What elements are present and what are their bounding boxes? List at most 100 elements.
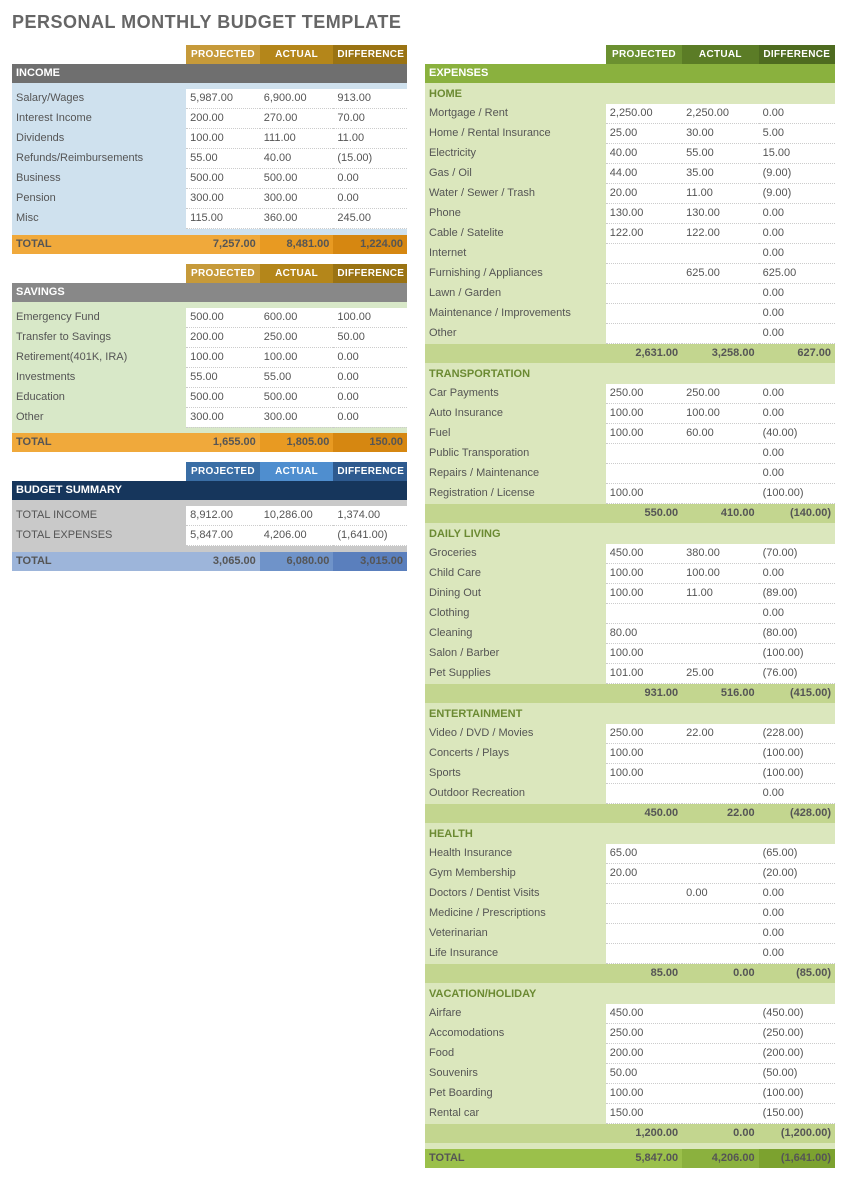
actual-cell[interactable] [682,284,758,304]
projected-cell[interactable]: 130.00 [606,204,682,224]
actual-cell[interactable]: 4,206.00 [260,526,334,546]
actual-cell[interactable] [682,864,758,884]
projected-cell[interactable]: 20.00 [606,864,682,884]
projected-cell[interactable]: 500.00 [186,169,260,189]
actual-cell[interactable] [682,644,758,664]
projected-cell[interactable]: 250.00 [606,1024,682,1044]
actual-cell[interactable]: 250.00 [682,384,758,404]
projected-cell[interactable]: 40.00 [606,144,682,164]
projected-cell[interactable]: 101.00 [606,664,682,684]
projected-cell[interactable]: 450.00 [606,1004,682,1024]
actual-cell[interactable] [682,1084,758,1104]
actual-cell[interactable]: 60.00 [682,424,758,444]
actual-cell[interactable]: 25.00 [682,664,758,684]
actual-cell[interactable]: 300.00 [260,189,334,209]
actual-cell[interactable]: 300.00 [260,407,334,427]
actual-cell[interactable] [682,604,758,624]
projected-cell[interactable]: 100.00 [606,1084,682,1104]
actual-cell[interactable] [682,1004,758,1024]
actual-cell[interactable]: 625.00 [682,264,758,284]
projected-cell[interactable]: 200.00 [186,327,260,347]
projected-cell[interactable]: 300.00 [186,407,260,427]
actual-cell[interactable]: 380.00 [682,544,758,564]
projected-cell[interactable]: 5,987.00 [186,89,260,109]
projected-cell[interactable]: 100.00 [606,644,682,664]
projected-cell[interactable] [606,304,682,324]
actual-cell[interactable]: 500.00 [260,387,334,407]
actual-cell[interactable]: 6,900.00 [260,89,334,109]
actual-cell[interactable]: 500.00 [260,169,334,189]
projected-cell[interactable]: 55.00 [186,367,260,387]
projected-cell[interactable]: 115.00 [186,209,260,229]
actual-cell[interactable] [682,1064,758,1084]
projected-cell[interactable]: 100.00 [606,584,682,604]
projected-cell[interactable] [606,904,682,924]
projected-cell[interactable] [606,944,682,964]
projected-cell[interactable] [606,784,682,804]
projected-cell[interactable]: 100.00 [606,484,682,504]
actual-cell[interactable]: 130.00 [682,204,758,224]
projected-cell[interactable]: 80.00 [606,624,682,644]
projected-cell[interactable]: 55.00 [186,149,260,169]
actual-cell[interactable] [682,904,758,924]
actual-cell[interactable]: 55.00 [260,367,334,387]
actual-cell[interactable]: 40.00 [260,149,334,169]
actual-cell[interactable] [682,624,758,644]
actual-cell[interactable] [682,324,758,344]
actual-cell[interactable]: 11.00 [682,584,758,604]
actual-cell[interactable] [682,464,758,484]
actual-cell[interactable]: 111.00 [260,129,334,149]
projected-cell[interactable] [606,244,682,264]
actual-cell[interactable] [682,744,758,764]
projected-cell[interactable]: 100.00 [186,129,260,149]
actual-cell[interactable] [682,844,758,864]
actual-cell[interactable]: 22.00 [682,724,758,744]
projected-cell[interactable]: 122.00 [606,224,682,244]
actual-cell[interactable] [682,1044,758,1064]
projected-cell[interactable]: 100.00 [606,404,682,424]
actual-cell[interactable] [682,484,758,504]
actual-cell[interactable]: 10,286.00 [260,506,334,526]
actual-cell[interactable]: 55.00 [682,144,758,164]
actual-cell[interactable] [682,924,758,944]
projected-cell[interactable] [606,924,682,944]
actual-cell[interactable]: 360.00 [260,209,334,229]
actual-cell[interactable] [682,244,758,264]
projected-cell[interactable] [606,884,682,904]
projected-cell[interactable]: 5,847.00 [186,526,260,546]
actual-cell[interactable]: 100.00 [682,564,758,584]
projected-cell[interactable] [606,324,682,344]
actual-cell[interactable]: 250.00 [260,327,334,347]
actual-cell[interactable]: 11.00 [682,184,758,204]
actual-cell[interactable]: 35.00 [682,164,758,184]
projected-cell[interactable]: 44.00 [606,164,682,184]
projected-cell[interactable] [606,444,682,464]
projected-cell[interactable]: 100.00 [606,564,682,584]
projected-cell[interactable]: 150.00 [606,1104,682,1124]
actual-cell[interactable]: 100.00 [260,347,334,367]
actual-cell[interactable] [682,764,758,784]
actual-cell[interactable]: 0.00 [682,884,758,904]
actual-cell[interactable] [682,444,758,464]
projected-cell[interactable]: 100.00 [606,764,682,784]
projected-cell[interactable]: 200.00 [606,1044,682,1064]
projected-cell[interactable]: 65.00 [606,844,682,864]
projected-cell[interactable]: 20.00 [606,184,682,204]
projected-cell[interactable]: 100.00 [186,347,260,367]
projected-cell[interactable]: 100.00 [606,744,682,764]
projected-cell[interactable]: 450.00 [606,544,682,564]
actual-cell[interactable]: 2,250.00 [682,104,758,124]
projected-cell[interactable]: 200.00 [186,109,260,129]
projected-cell[interactable]: 2,250.00 [606,104,682,124]
projected-cell[interactable] [606,604,682,624]
projected-cell[interactable]: 500.00 [186,387,260,407]
actual-cell[interactable]: 600.00 [260,308,334,328]
projected-cell[interactable]: 25.00 [606,124,682,144]
actual-cell[interactable] [682,304,758,324]
actual-cell[interactable] [682,1024,758,1044]
actual-cell[interactable] [682,1104,758,1124]
actual-cell[interactable]: 122.00 [682,224,758,244]
actual-cell[interactable]: 100.00 [682,404,758,424]
projected-cell[interactable]: 500.00 [186,308,260,328]
projected-cell[interactable]: 250.00 [606,724,682,744]
